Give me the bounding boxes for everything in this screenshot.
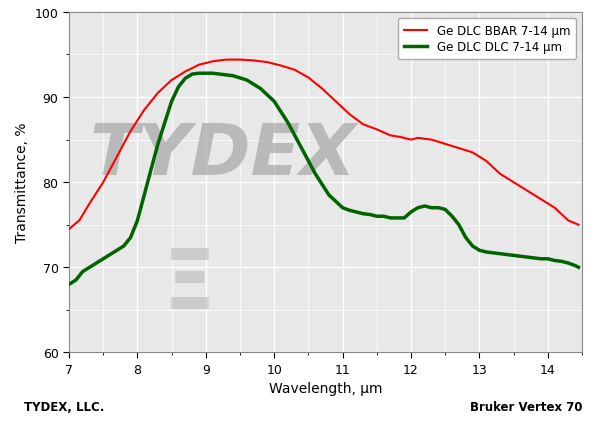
Ge DLC BBAR 7-14 μm <box>442 142 449 147</box>
Line: Ge DLC DLC 7-14 μm: Ge DLC DLC 7-14 μm <box>69 74 578 285</box>
Text: Ξ: Ξ <box>163 244 216 325</box>
Ge DLC BBAR 7-14 μm <box>428 138 435 143</box>
Text: Bruker Vertex 70: Bruker Vertex 70 <box>470 400 582 413</box>
Ge DLC BBAR 7-14 μm <box>373 128 380 133</box>
Ge DLC BBAR 7-14 μm <box>346 112 353 117</box>
Ge DLC BBAR 7-14 μm <box>407 138 415 143</box>
Ge DLC BBAR 7-14 μm <box>496 172 503 177</box>
Ge DLC DLC 7-14 μm <box>65 282 73 287</box>
Ge DLC BBAR 7-14 μm <box>510 180 517 185</box>
Ge DLC BBAR 7-14 μm <box>305 76 312 81</box>
Ge DLC BBAR 7-14 μm <box>538 197 545 202</box>
Ge DLC BBAR 7-14 μm <box>250 59 257 64</box>
Ge DLC DLC 7-14 μm <box>175 85 182 90</box>
Ge DLC BBAR 7-14 μm <box>319 87 326 92</box>
Ge DLC BBAR 7-14 μm <box>127 129 134 134</box>
Line: Ge DLC BBAR 7-14 μm: Ge DLC BBAR 7-14 μm <box>69 61 578 230</box>
Ge DLC DLC 7-14 μm <box>311 172 319 177</box>
Ge DLC DLC 7-14 μm <box>575 265 582 270</box>
Y-axis label: Transmittance, %: Transmittance, % <box>15 123 29 243</box>
Ge DLC BBAR 7-14 μm <box>397 135 404 140</box>
Ge DLC BBAR 7-14 μm <box>223 58 230 63</box>
Ge DLC DLC 7-14 μm <box>168 99 175 104</box>
Ge DLC BBAR 7-14 μm <box>113 155 121 160</box>
Ge DLC BBAR 7-14 μm <box>551 206 558 211</box>
Text: TYDEX, LLC.: TYDEX, LLC. <box>24 400 104 413</box>
X-axis label: Wavelength, μm: Wavelength, μm <box>269 381 382 396</box>
Ge DLC BBAR 7-14 μm <box>86 201 93 206</box>
Ge DLC BBAR 7-14 μm <box>414 136 421 141</box>
Ge DLC BBAR 7-14 μm <box>277 64 284 69</box>
Ge DLC BBAR 7-14 μm <box>482 159 490 164</box>
Ge DLC BBAR 7-14 μm <box>291 68 298 73</box>
Ge DLC BBAR 7-14 μm <box>76 218 83 224</box>
Ge DLC BBAR 7-14 μm <box>154 91 161 96</box>
Ge DLC BBAR 7-14 μm <box>387 133 394 138</box>
Ge DLC DLC 7-14 μm <box>538 257 545 262</box>
Ge DLC BBAR 7-14 μm <box>182 70 189 75</box>
Ge DLC BBAR 7-14 μm <box>575 223 582 228</box>
Ge DLC BBAR 7-14 μm <box>168 78 175 83</box>
Ge DLC BBAR 7-14 μm <box>565 218 572 224</box>
Ge DLC BBAR 7-14 μm <box>65 227 73 232</box>
Ge DLC BBAR 7-14 μm <box>264 61 271 66</box>
Ge DLC BBAR 7-14 μm <box>455 146 463 151</box>
Legend: Ge DLC BBAR 7-14 μm, Ge DLC DLC 7-14 μm: Ge DLC BBAR 7-14 μm, Ge DLC DLC 7-14 μm <box>398 19 576 60</box>
Ge DLC BBAR 7-14 μm <box>100 180 107 185</box>
Ge DLC BBAR 7-14 μm <box>140 108 148 113</box>
Ge DLC BBAR 7-14 μm <box>469 150 476 156</box>
Text: TYDEX: TYDEX <box>89 121 356 190</box>
Ge DLC DLC 7-14 μm <box>394 216 401 221</box>
Ge DLC BBAR 7-14 μm <box>332 99 340 104</box>
Ge DLC BBAR 7-14 μm <box>359 123 367 128</box>
Ge DLC BBAR 7-14 μm <box>236 58 244 63</box>
Ge DLC DLC 7-14 μm <box>397 216 404 221</box>
Ge DLC BBAR 7-14 μm <box>196 63 203 68</box>
Ge DLC BBAR 7-14 μm <box>209 60 216 65</box>
Ge DLC BBAR 7-14 μm <box>524 189 531 194</box>
Ge DLC DLC 7-14 μm <box>196 71 203 77</box>
